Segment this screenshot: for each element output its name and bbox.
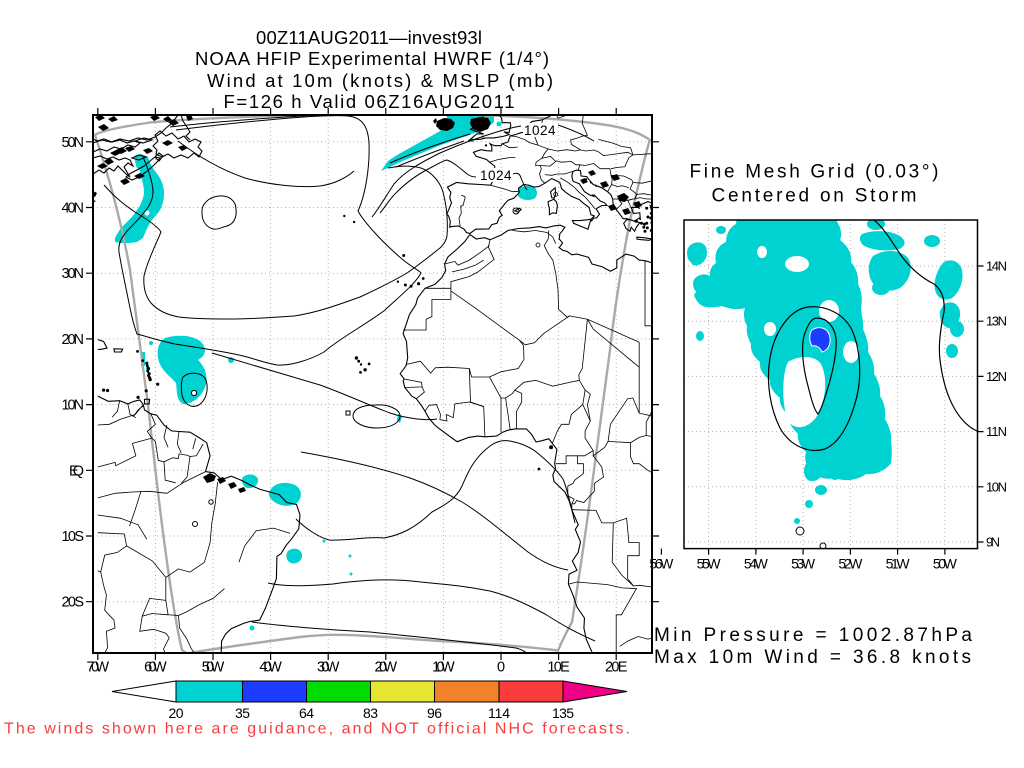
svg-text:20: 20 bbox=[169, 705, 184, 721]
svg-text:20N: 20N bbox=[62, 332, 85, 348]
svg-text:64: 64 bbox=[299, 705, 314, 721]
svg-text:14N: 14N bbox=[986, 259, 1007, 274]
svg-text:40N: 40N bbox=[62, 201, 85, 217]
svg-text:60W: 60W bbox=[144, 660, 167, 676]
svg-text:30N: 30N bbox=[62, 266, 85, 282]
svg-text:114: 114 bbox=[488, 705, 510, 721]
svg-text:10N: 10N bbox=[986, 479, 1007, 494]
svg-text:1024: 1024 bbox=[480, 168, 512, 183]
svg-text:50N: 50N bbox=[62, 135, 85, 151]
svg-text:The winds shown here are guida: The winds shown here are guidance, and N… bbox=[4, 721, 630, 738]
svg-text:1024: 1024 bbox=[524, 123, 556, 138]
svg-text:Min Pressure = 1002.87hPa: Min Pressure = 1002.87hPa bbox=[654, 625, 972, 646]
svg-text:20W: 20W bbox=[375, 660, 398, 676]
svg-text:Max 10m Wind = 36.8 knots: Max 10m Wind = 36.8 knots bbox=[654, 647, 971, 668]
svg-text:40W: 40W bbox=[259, 660, 282, 676]
svg-text:10E: 10E bbox=[547, 660, 570, 676]
svg-text:11N: 11N bbox=[986, 424, 1007, 439]
svg-text:Fine Mesh Grid (0.03°): Fine Mesh Grid (0.03°) bbox=[690, 162, 939, 183]
svg-text:83: 83 bbox=[363, 705, 378, 721]
svg-text:35: 35 bbox=[235, 705, 250, 721]
svg-text:Centered on Storm: Centered on Storm bbox=[712, 186, 917, 207]
svg-text:96: 96 bbox=[427, 705, 442, 721]
svg-text:54W: 54W bbox=[744, 556, 769, 572]
svg-text:50W: 50W bbox=[933, 556, 958, 572]
svg-text:00Z11AUG2011—invest93l: 00Z11AUG2011—invest93l bbox=[256, 27, 482, 48]
svg-text:NOAA HFIP Experimental HWRF (1: NOAA HFIP Experimental HWRF (1/4°) bbox=[195, 48, 549, 69]
svg-text:Wind at 10m (knots) & MSLP (mb: Wind at 10m (knots) & MSLP (mb) bbox=[207, 70, 553, 91]
svg-text:10N: 10N bbox=[62, 398, 85, 414]
svg-text:10S: 10S bbox=[62, 529, 85, 545]
svg-text:10W: 10W bbox=[432, 660, 455, 676]
svg-text:56W: 56W bbox=[649, 556, 674, 572]
svg-text:13N: 13N bbox=[986, 314, 1007, 329]
svg-text:12N: 12N bbox=[986, 369, 1007, 384]
svg-text:135: 135 bbox=[552, 705, 574, 721]
svg-text:53W: 53W bbox=[791, 556, 816, 572]
svg-text:F=126 h Valid 06Z16AUG2011: F=126 h Valid 06Z16AUG2011 bbox=[224, 91, 515, 112]
svg-text:50W: 50W bbox=[202, 660, 225, 676]
svg-text:51W: 51W bbox=[886, 556, 911, 572]
svg-text:EQ: EQ bbox=[69, 463, 84, 479]
svg-text:52W: 52W bbox=[838, 556, 863, 572]
svg-text:30W: 30W bbox=[317, 660, 340, 676]
svg-text:20S: 20S bbox=[62, 595, 85, 611]
svg-text:70W: 70W bbox=[87, 660, 110, 676]
svg-text:55W: 55W bbox=[697, 556, 722, 572]
svg-text:20E: 20E bbox=[605, 660, 628, 676]
svg-text:9N: 9N bbox=[986, 535, 1000, 550]
svg-text:0: 0 bbox=[497, 660, 505, 676]
